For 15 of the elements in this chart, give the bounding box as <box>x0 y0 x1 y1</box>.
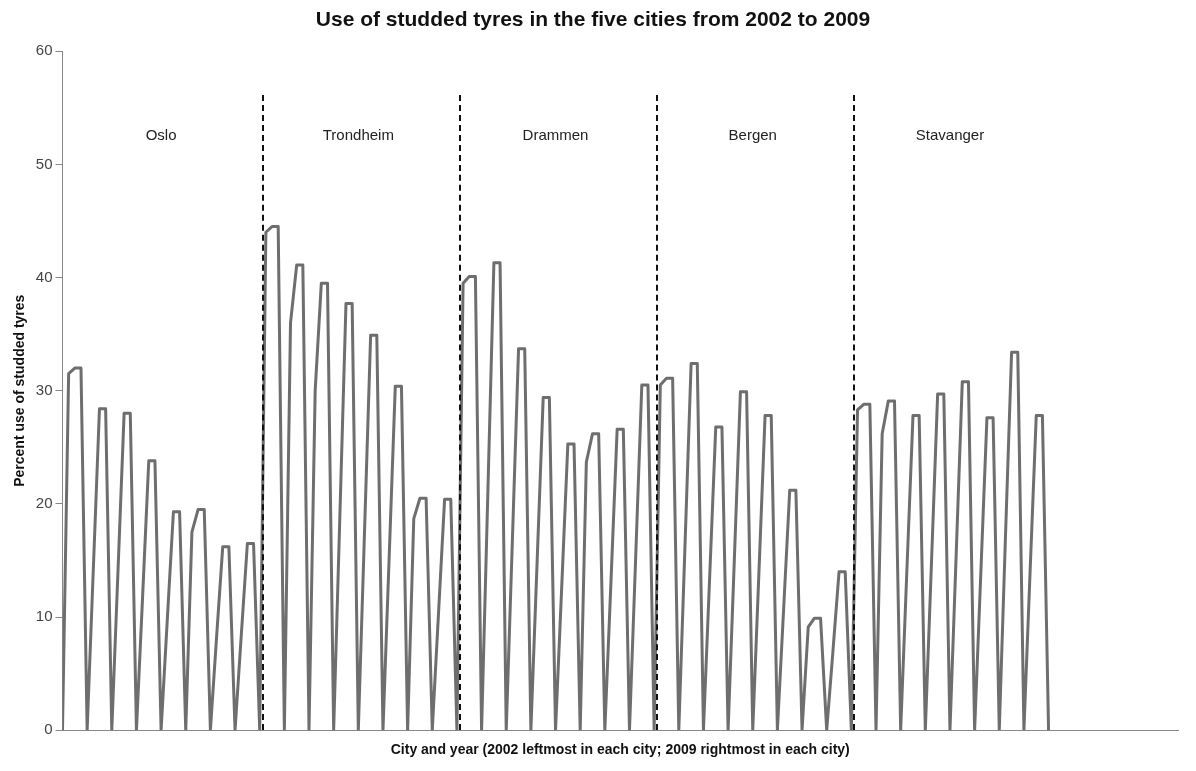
chart-title: Use of studded tyres in the five cities from 2002 to 2009 <box>315 7 871 31</box>
y-axis-title: Percent use of studded tyres <box>11 294 28 487</box>
annotation: Stavanger <box>915 126 985 144</box>
y-tick-label: 10 <box>35 607 53 625</box>
y-tick-label: 0 <box>44 720 53 738</box>
annotation: Oslo <box>145 126 177 144</box>
x-axis-title: City and year (2002 leftmost in each city; 2009 rightmost in each city) <box>390 741 850 758</box>
annotation: Bergen <box>728 126 777 144</box>
y-tick-label: 20 <box>35 494 53 512</box>
y-tick-label: 50 <box>35 154 53 172</box>
y-tick-label: 60 <box>35 41 53 59</box>
annotation: Drammen <box>522 126 589 144</box>
y-tick-label: 30 <box>35 380 53 398</box>
y-tick-label: 40 <box>35 267 53 285</box>
annotation: Trondheim <box>322 126 394 144</box>
